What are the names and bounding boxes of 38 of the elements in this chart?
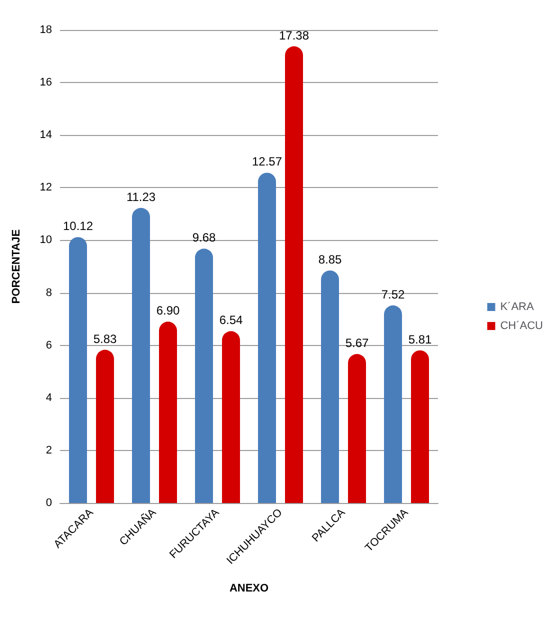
y-tick-label: 10: [40, 234, 52, 246]
legend-label: CH´ACU: [500, 320, 544, 332]
bar: [384, 305, 402, 503]
bar: [69, 237, 87, 503]
y-tick-label: 2: [46, 444, 52, 456]
data-label: 9.68: [192, 230, 216, 245]
bar: [159, 322, 177, 503]
bar: [222, 331, 240, 503]
y-tick-label: 12: [40, 182, 52, 194]
data-label: 5.67: [345, 336, 369, 350]
data-label: 12.57: [252, 154, 282, 169]
data-label: 10.12: [62, 219, 94, 234]
data-label: 6.54: [219, 313, 243, 328]
bar: [195, 248, 213, 503]
y-tick-label: 4: [46, 392, 52, 404]
y-tick-label: 14: [40, 129, 52, 142]
bar: [132, 208, 150, 503]
legend-label: K´ARA: [500, 301, 535, 313]
bar: [258, 172, 276, 503]
y-tick-label: 6: [46, 339, 52, 352]
y-tick-label: 8: [46, 286, 52, 299]
y-tick-label: 16: [40, 76, 52, 89]
data-label: 6.90: [156, 304, 180, 318]
bar: [285, 46, 303, 503]
data-label: 11.23: [126, 190, 156, 204]
bar: [321, 270, 339, 503]
data-label: 17.38: [278, 28, 310, 42]
y-axis-title: PORCENTAJE: [10, 229, 22, 304]
bar: [411, 350, 429, 503]
bar: [96, 350, 114, 503]
bar: [348, 354, 366, 503]
data-label: 5.83: [93, 332, 117, 346]
data-label: 7.52: [381, 287, 405, 302]
y-tick-label: 0: [46, 497, 52, 509]
data-label: 5.81: [408, 332, 432, 346]
x-axis-title: ANEXO: [229, 582, 269, 594]
y-tick-label: 18: [40, 24, 52, 36]
data-label: 8.85: [318, 252, 342, 266]
